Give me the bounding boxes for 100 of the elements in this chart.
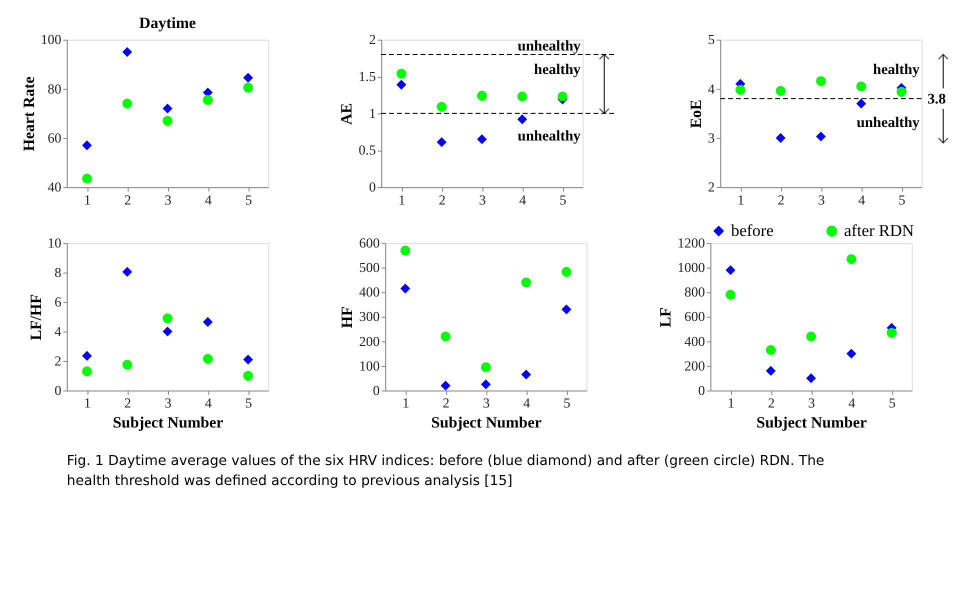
y-tick-label: 80: [48, 81, 62, 96]
x-tick-label: 4: [848, 396, 856, 411]
point: [202, 354, 213, 364]
y-tick-label: 1: [368, 106, 376, 121]
point: [846, 254, 856, 264]
point: [202, 94, 213, 105]
point: [562, 266, 572, 277]
point: [558, 92, 568, 102]
y-tick-label: 100: [40, 32, 62, 48]
point: [82, 366, 92, 376]
point: [396, 80, 406, 90]
x-tick-label: 4: [523, 396, 530, 411]
x-tick-label: 4: [519, 192, 526, 208]
point: [122, 47, 132, 57]
x-tick-label: 2: [124, 192, 132, 208]
annotation: unhealthy: [518, 128, 582, 144]
y-tick-label: 40: [48, 180, 62, 195]
y-tick-label: 0: [698, 382, 706, 398]
x-tick-label: 2: [124, 396, 132, 411]
x-tick-label: 5: [245, 192, 252, 208]
x-tick-label: 3: [808, 396, 816, 411]
annotation: unhealthy: [518, 38, 582, 55]
point: [856, 81, 866, 92]
point: [400, 284, 410, 294]
legend-label: after RDN: [844, 220, 914, 240]
point: [517, 114, 528, 124]
point: [162, 116, 172, 126]
point: [766, 345, 776, 355]
y-axis-title: LF: [658, 307, 675, 328]
y-tick-label: 0: [54, 382, 62, 398]
annotation: unhealthy: [856, 115, 920, 132]
y-tick-label: 800: [684, 284, 706, 300]
point: [436, 137, 447, 148]
y-tick-label: 400: [684, 334, 706, 349]
point: [436, 102, 447, 112]
ref-line-label: 3.8: [928, 92, 946, 108]
point: [766, 366, 776, 376]
point: [480, 379, 491, 390]
x-tick-label: 5: [888, 396, 896, 411]
y-tick-label: 0.5: [358, 142, 376, 158]
y-tick-label: 300: [359, 309, 380, 324]
x-tick-label: 2: [442, 396, 450, 411]
text: health threshold was defined according to previous analysis [15]: [66, 472, 512, 489]
x-tick-label: 4: [858, 192, 866, 208]
y-tick-label: 3: [708, 130, 715, 146]
point: [726, 265, 736, 276]
point: [396, 68, 406, 79]
point: [816, 132, 826, 142]
x-axis-title: Subject Number: [431, 414, 542, 432]
x-axis-title: Subject Number: [756, 414, 867, 432]
x-tick-label: 1: [402, 396, 410, 411]
y-tick-label: 200: [684, 358, 706, 374]
y-tick-label: 1.5: [358, 68, 376, 84]
point: [856, 98, 866, 108]
x-tick-label: 4: [204, 192, 212, 208]
x-tick-label: 3: [478, 192, 486, 208]
point: [82, 350, 92, 361]
x-tick-label: 1: [737, 192, 744, 208]
point: [162, 326, 172, 336]
point: [162, 313, 172, 324]
point: [521, 277, 532, 288]
x-tick-label: 1: [84, 396, 92, 411]
point: [243, 72, 253, 83]
y-tick-label: 2: [54, 353, 62, 368]
point: [562, 304, 572, 314]
point: [776, 133, 786, 143]
annotation: healthy: [534, 62, 582, 78]
y-tick-label: 400: [359, 284, 380, 300]
y-axis-title: LF/HF: [28, 294, 45, 340]
point: [440, 380, 450, 390]
point: [243, 370, 253, 381]
y-tick-label: 200: [359, 334, 380, 349]
point: [202, 317, 213, 327]
y-tick-label: 8: [54, 264, 62, 280]
point: [477, 134, 487, 144]
y-tick-label: 60: [48, 130, 62, 146]
x-tick-label: 3: [818, 192, 825, 208]
point: [517, 92, 528, 102]
x-tick-label: 5: [560, 192, 567, 208]
y-tick-label: 5: [708, 32, 715, 48]
y-axis-title: AE: [338, 102, 356, 125]
y-tick-label: 2: [708, 180, 715, 195]
x-tick-label: 5: [563, 396, 570, 411]
point: [82, 140, 92, 150]
point: [726, 290, 736, 300]
y-tick-label: 0: [372, 382, 380, 398]
y-tick-label: 1200: [677, 236, 706, 251]
point: [521, 370, 532, 380]
y-tick-label: 1000: [677, 260, 706, 276]
point: [440, 332, 450, 342]
y-tick-label: 2: [368, 32, 376, 48]
x-tick-label: 1: [728, 396, 735, 411]
point: [816, 76, 826, 86]
point: [122, 98, 132, 108]
point: [886, 328, 897, 338]
y-tick-label: 4: [708, 81, 715, 96]
point: [896, 86, 906, 97]
point: [735, 84, 746, 95]
point: [243, 354, 253, 364]
y-axis-title: HF: [339, 306, 356, 328]
